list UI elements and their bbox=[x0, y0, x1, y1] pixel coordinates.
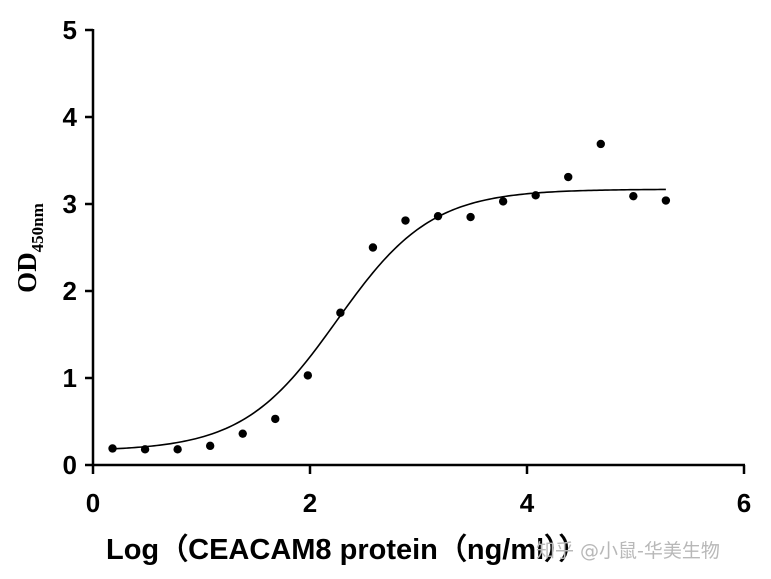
y-tick-label-4: 4 bbox=[63, 102, 78, 132]
data-point-0-10 bbox=[433, 211, 443, 221]
data-point-0-2 bbox=[173, 445, 182, 454]
data-point-0-1 bbox=[140, 445, 150, 454]
x-tick-label-2: 4 bbox=[520, 488, 535, 518]
data-point-0-17 bbox=[661, 196, 671, 205]
data-point-0-3 bbox=[205, 441, 215, 451]
tick-labels: 0 1 2 3 4 5 0 2 4 6 bbox=[63, 15, 752, 518]
y-tick-label-2: 2 bbox=[63, 276, 77, 306]
data-point-0-8 bbox=[368, 243, 378, 252]
x-axis-title: Log（CEACAM8 protein（ng/ml）） bbox=[106, 533, 588, 566]
y-axis-title-subscript: 450nm bbox=[28, 203, 47, 252]
data-point-0-4 bbox=[238, 429, 247, 438]
data-point-0-5 bbox=[271, 414, 280, 424]
fit-curve-layer bbox=[112, 188, 666, 450]
data-point-0-7 bbox=[336, 308, 345, 317]
y-tick-label-1: 1 bbox=[63, 363, 77, 393]
data-point-0-9 bbox=[401, 216, 410, 225]
y-axis-title-main: OD bbox=[12, 252, 42, 293]
data-point-0-0 bbox=[108, 444, 117, 453]
data-points bbox=[108, 139, 671, 454]
y-tick-label-3: 3 bbox=[63, 189, 77, 219]
fit-curve bbox=[112, 188, 666, 450]
x-tick-label-3: 6 bbox=[737, 488, 751, 518]
y-tick-label-0: 0 bbox=[63, 450, 77, 480]
data-point-0-14 bbox=[564, 172, 573, 182]
axes bbox=[85, 28, 746, 474]
data-point-0-6 bbox=[303, 371, 313, 380]
data-point-0-13 bbox=[531, 191, 540, 200]
y-axis-title: OD450nm bbox=[12, 203, 47, 293]
data-point-0-11 bbox=[466, 212, 475, 222]
data-point-0-12 bbox=[498, 197, 508, 206]
x-tick-label-1: 2 bbox=[303, 488, 317, 518]
watermark: 知乎 @小鼠-华美生物 bbox=[536, 540, 720, 562]
x-tick-label-0: 0 bbox=[86, 488, 100, 518]
y-tick-label-5: 5 bbox=[63, 15, 77, 45]
data-point-0-16 bbox=[629, 191, 638, 201]
data-point-0-15 bbox=[596, 139, 605, 149]
